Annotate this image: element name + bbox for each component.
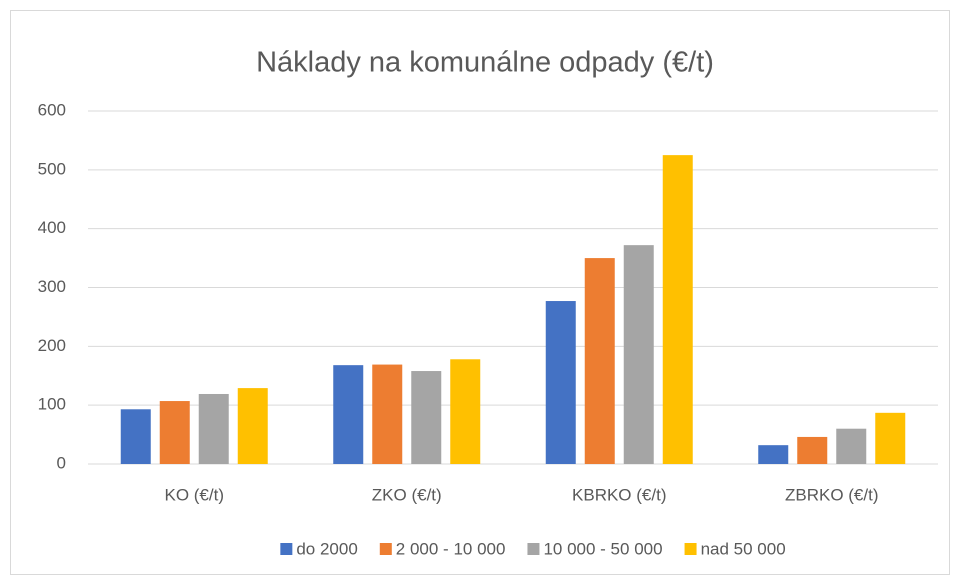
- legend-swatch: [684, 543, 697, 555]
- y-tick-label: 100: [38, 395, 66, 414]
- bar: [623, 245, 654, 464]
- bar: [662, 155, 693, 464]
- chart-title: Náklady na komunálne odpady (€/t): [256, 47, 714, 79]
- chart-border: [10, 10, 950, 575]
- bar: [836, 428, 867, 464]
- legend-label: do 2000: [296, 539, 357, 558]
- bar: [198, 393, 229, 464]
- bar: [875, 412, 906, 464]
- x-tick-label: KO (€/t): [164, 485, 224, 504]
- x-tick-label: ZBRKO (€/t): [785, 485, 879, 504]
- bar: [237, 388, 268, 464]
- y-tick-label: 200: [38, 336, 66, 355]
- y-tick-label: 400: [38, 218, 66, 237]
- y-tick-label: 0: [57, 453, 66, 472]
- legend-swatch: [280, 543, 293, 555]
- y-tick-label: 300: [38, 277, 66, 296]
- x-tick-label: KBRKO (€/t): [572, 485, 666, 504]
- bar: [450, 359, 481, 464]
- legend-swatch: [379, 543, 392, 555]
- y-tick-label: 500: [38, 159, 66, 178]
- bar: [411, 371, 442, 464]
- bar: [159, 401, 190, 464]
- legend-label: nad 50 000: [701, 539, 786, 558]
- bar: [545, 301, 576, 464]
- bar: [120, 409, 151, 464]
- legend-label: 2 000 - 10 000: [396, 539, 506, 558]
- bar: [758, 445, 789, 464]
- y-tick-label: 600: [38, 100, 66, 119]
- bar: [584, 258, 615, 464]
- x-tick-label: ZKO (€/t): [372, 485, 442, 504]
- legend-swatch: [527, 543, 540, 555]
- bar: [797, 436, 828, 464]
- legend-label: 10 000 - 50 000: [543, 539, 662, 558]
- bar: [372, 364, 403, 464]
- bar: [333, 365, 364, 464]
